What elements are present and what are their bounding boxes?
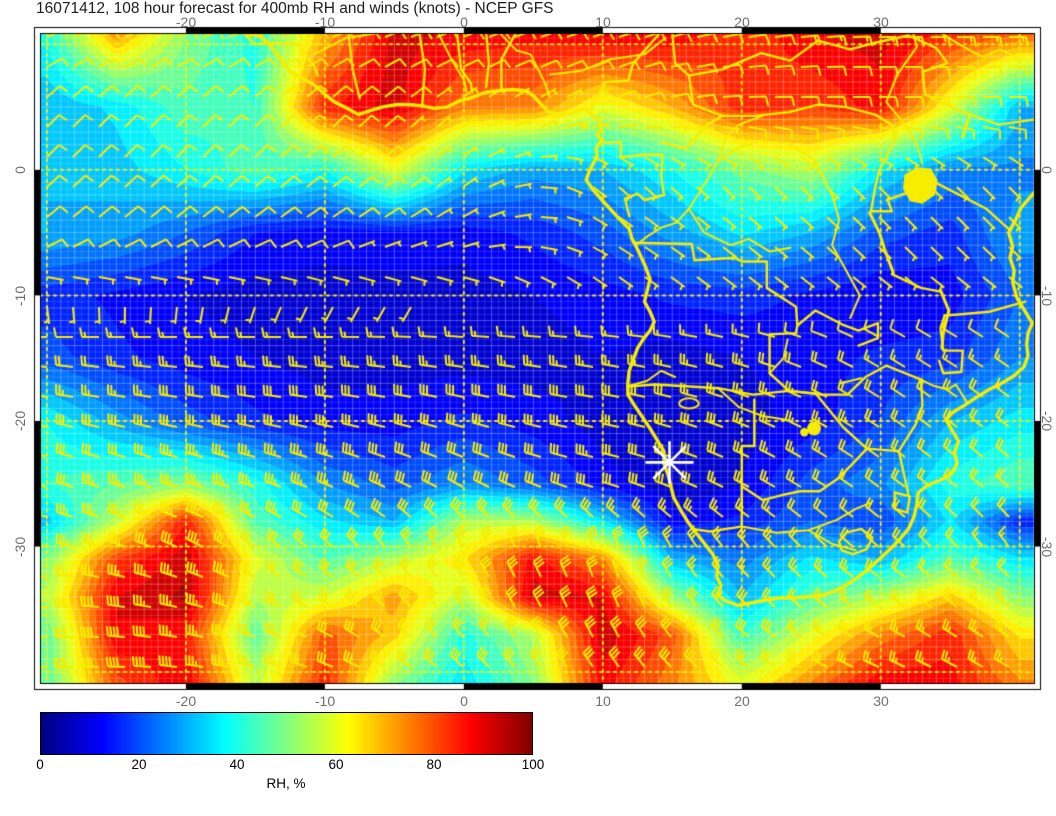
top-axis-tick: -10 [314, 14, 336, 30]
left-axis-tick: 0 [12, 166, 28, 174]
bottom-axis-tick: 0 [460, 693, 468, 709]
left-axis-tick: -30 [12, 536, 28, 558]
top-axis-tick: 0 [460, 14, 468, 30]
right-axis-tick: -10 [1039, 285, 1055, 307]
top-axis-tick: -20 [175, 14, 197, 30]
colorbar-gradient [40, 712, 533, 755]
bottom-axis-tick: 20 [734, 693, 750, 709]
colorbar-tick: 60 [328, 757, 344, 772]
colorbar-tick: 100 [521, 757, 545, 772]
colorbar-tick: 20 [131, 757, 147, 772]
bottom-axis-tick: -20 [175, 693, 197, 709]
left-axis-tick: -10 [12, 285, 28, 307]
top-axis-tick: 10 [595, 14, 611, 30]
top-axis-tick: 20 [734, 14, 750, 30]
bottom-axis-tick: -10 [314, 693, 336, 709]
colorbar-tick: 40 [229, 757, 245, 772]
bottom-axis-tick: 10 [595, 693, 611, 709]
colorbar-tick: 80 [426, 757, 442, 772]
left-axis-tick: -20 [12, 410, 28, 432]
colorbar-tick: 0 [36, 757, 44, 772]
bottom-axis-tick: 30 [873, 693, 889, 709]
right-axis-tick: -20 [1039, 410, 1055, 432]
chart-title: 16071412, 108 hour forecast for 400mb RH… [36, 0, 554, 17]
right-axis-tick: 0 [1039, 166, 1055, 174]
right-axis-tick: -30 [1039, 536, 1055, 558]
top-axis-tick: 30 [873, 14, 889, 30]
colorbar-label: RH, % [266, 776, 306, 791]
